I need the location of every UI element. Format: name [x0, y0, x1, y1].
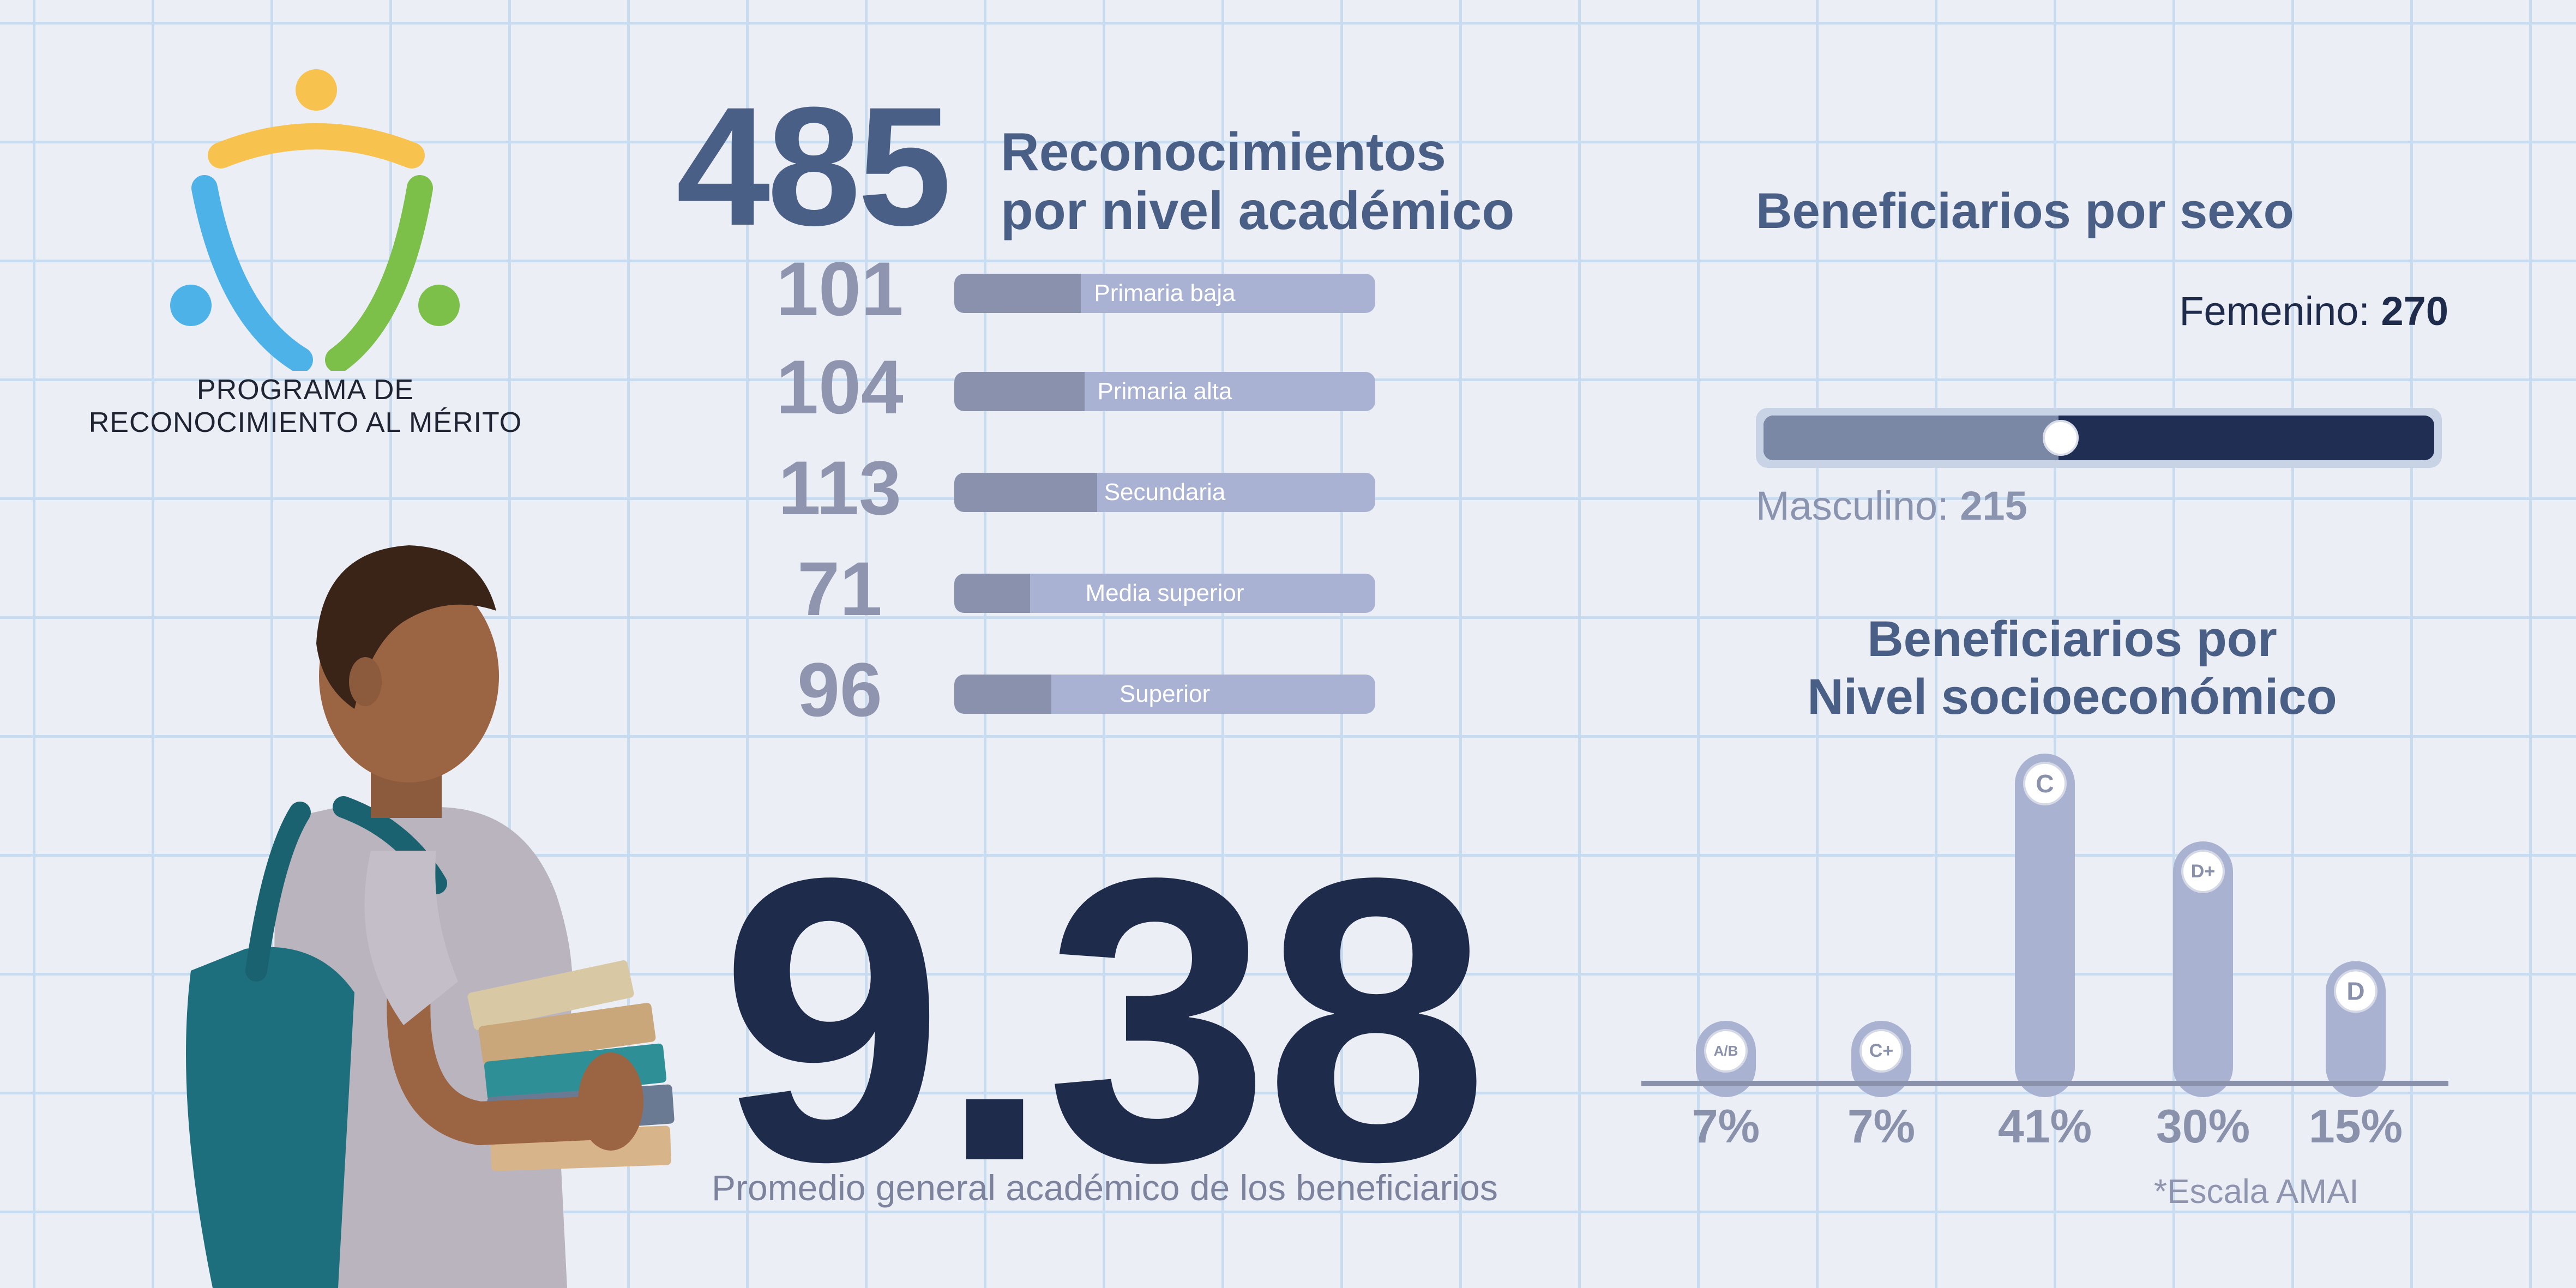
socioeconomic-bar-chart: A/B 7% C+ 7% C 41% D+ 30% D 15%: [1641, 754, 2448, 1153]
level-bar: Superior: [954, 675, 1375, 714]
female-value: 270: [2381, 288, 2448, 334]
category-badge: [2334, 969, 2378, 1013]
level-label: Primaria alta: [1097, 378, 1232, 405]
level-bar-fill: [954, 675, 1051, 714]
value-label: 30%: [2156, 1100, 2250, 1153]
category-badge: [1859, 1029, 1903, 1073]
female-label: Femenino:: [2179, 288, 2370, 334]
male-count: Masculino: 215: [1756, 483, 2027, 529]
logo-text-line1: PROGRAMA DE: [196, 374, 414, 406]
sex-section-title: Beneficiarios por sexo: [1756, 183, 2294, 239]
bar-c: [2015, 754, 2075, 1097]
level-bar: Primaria baja: [954, 274, 1375, 313]
level-value: 101: [776, 246, 904, 332]
level-label: Secundaria: [1104, 479, 1226, 505]
value-label: 41%: [1998, 1100, 2092, 1153]
value-label: 7%: [1847, 1100, 1915, 1153]
sex-ratio-bar: [1756, 408, 2442, 468]
program-logo: PROGRAMA DE RECONOCIMIENTO AL MÉRITO: [0, 0, 654, 447]
total-label-line2: por nivel académico: [1001, 180, 1515, 240]
level-bar-fill: [954, 574, 1030, 613]
level-bar: Media superior: [954, 574, 1375, 613]
level-bar-fill: [954, 372, 1085, 411]
level-label: Superior: [1119, 681, 1211, 707]
male-share-fill: [1764, 416, 2059, 460]
category-badge: [2023, 762, 2067, 805]
socioeconomic-chart-title: Beneficiarios por Nivel socioeconómico: [1718, 611, 2427, 726]
male-label: Masculino:: [1756, 483, 1949, 528]
level-label: Primaria baja: [1094, 280, 1236, 306]
sex-ratio-marker: [2043, 420, 2079, 456]
academic-levels-list: 101 Primaria baja 104 Primaria alta 113 Secun…: [0, 0, 1418, 763]
level-value: 113: [778, 445, 901, 531]
amai-footnote: *Escala AMAI: [2154, 1173, 2359, 1211]
total-label-line1: Reconocimientos: [1001, 122, 1446, 182]
total-recognitions-value: 485: [676, 71, 952, 261]
category-label: C: [2036, 769, 2054, 798]
logo-text-line2: RECONOCIMIENTO AL MÉRITO: [88, 407, 522, 438]
average-grade-value: 9.38: [720, 794, 1489, 1245]
level-label: Media superior: [1085, 580, 1244, 606]
category-badge: [1704, 1029, 1748, 1073]
bar-d: [2173, 841, 2233, 1097]
total-recognitions-label: Reconocimientos por nivel académico: [1001, 122, 1515, 240]
male-value: 215: [1960, 483, 2027, 528]
category-label: A/B: [1714, 1043, 1738, 1059]
chart-baseline: [1641, 1081, 2448, 1086]
category-label: D+: [2191, 861, 2215, 882]
student-with-books-illustration: [186, 545, 675, 1288]
category-label: C+: [1869, 1040, 1893, 1061]
average-grade-label: Promedio general académico de los benefi…: [712, 1167, 1498, 1208]
value-label: 15%: [2309, 1100, 2403, 1153]
category-badge: [2181, 849, 2225, 893]
logo-mark-icon: [170, 69, 460, 371]
socioeconomic-title-line2: Nivel socioeconómico: [1807, 669, 2337, 725]
category-label: D: [2346, 977, 2364, 1005]
sex-ratio-inner: [1764, 416, 2434, 460]
female-count: Femenino: 270: [2127, 288, 2448, 334]
level-value: 104: [776, 344, 904, 430]
level-bar-fill: [954, 274, 1081, 313]
level-value: 71: [797, 546, 882, 631]
level-bar-fill: [954, 473, 1098, 512]
level-bar: Primaria alta: [954, 372, 1375, 411]
socioeconomic-title-line1: Beneficiarios por: [1867, 611, 2277, 667]
level-value: 96: [797, 647, 882, 732]
value-label: 7%: [1692, 1100, 1760, 1153]
level-bar: Secundaria: [954, 473, 1375, 512]
